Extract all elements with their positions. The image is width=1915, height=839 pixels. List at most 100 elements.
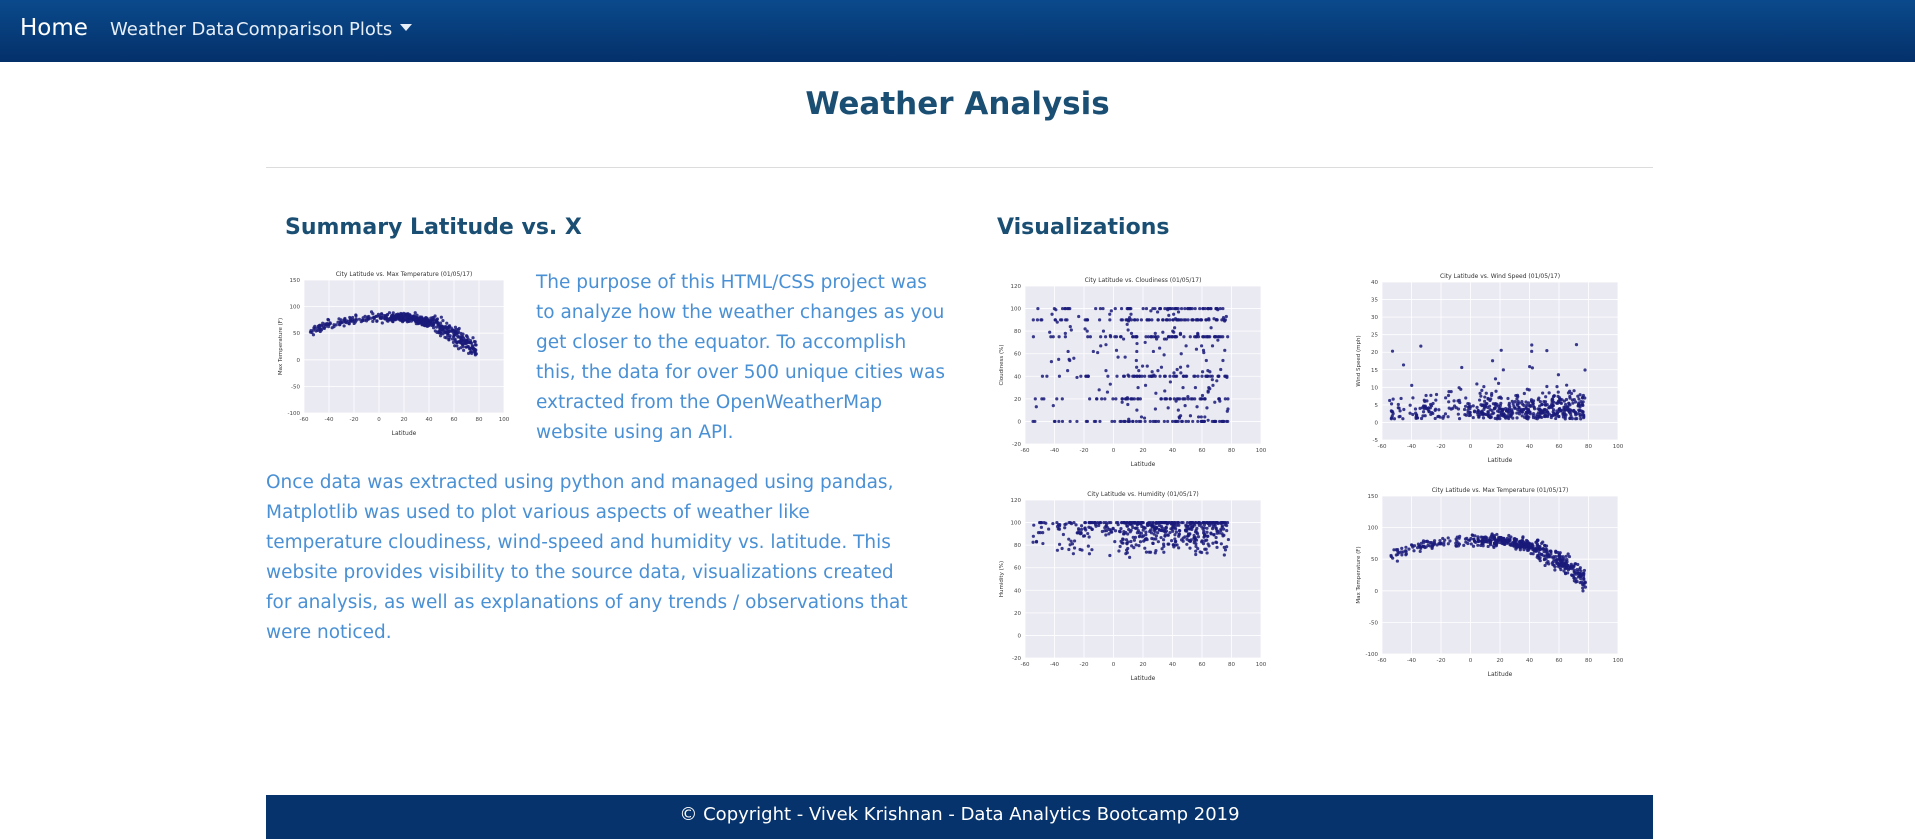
data-point (1199, 419, 1203, 424)
data-point (1056, 527, 1060, 531)
data-point (1447, 406, 1451, 410)
data-point (1109, 520, 1113, 525)
temperature-plot[interactable]: -60 -40 -20 0 20 40 60 80 100 -100 -50 0 50 100 150 Cit… (1352, 482, 1628, 682)
humidity-plot[interactable]: -60 -40 -20 0 20 40 60 80 100 -20 0 20 40 60 80 100 120 C… (995, 486, 1271, 686)
data-point (1482, 407, 1486, 411)
data-point (1495, 532, 1499, 537)
data-point (1543, 554, 1547, 558)
data-point (1566, 571, 1570, 575)
data-point (1159, 535, 1163, 540)
data-point (1121, 337, 1126, 341)
data-point (1578, 567, 1582, 571)
data-point (1404, 550, 1408, 554)
data-point (1203, 520, 1207, 525)
data-point (1063, 331, 1067, 335)
data-point (1072, 356, 1076, 360)
data-point (1117, 549, 1121, 553)
data-point (379, 312, 384, 316)
data-point (1150, 523, 1154, 528)
page-title: Weather Analysis (805, 86, 1110, 122)
data-point (1447, 400, 1451, 404)
data-point (1175, 374, 1179, 378)
data-point (1567, 554, 1572, 559)
data-point (1185, 542, 1189, 546)
data-point (1492, 411, 1496, 415)
cloudiness-plot[interactable]: -60 -40 -20 0 20 40 60 80 100 -20 0 20 40 60 80 100 120 C… (995, 272, 1271, 472)
data-point (1408, 411, 1412, 415)
data-point (1563, 408, 1567, 412)
data-point (1154, 391, 1158, 395)
data-point (1489, 540, 1493, 544)
x-tick-label: 0 (1469, 444, 1473, 450)
nav-dropdown-plots[interactable]: Plots (349, 19, 413, 40)
data-point (1509, 542, 1513, 547)
data-point (1511, 402, 1515, 406)
nav-link-comparison[interactable]: Comparison (236, 19, 344, 40)
data-point (1166, 542, 1170, 546)
data-point (1214, 520, 1218, 525)
data-point (1536, 538, 1540, 542)
data-point (1434, 398, 1438, 402)
data-point (1209, 326, 1213, 330)
data-point (1524, 405, 1528, 409)
data-point (1214, 535, 1218, 540)
data-point (1097, 523, 1101, 528)
data-point (1550, 404, 1554, 408)
data-point (426, 321, 430, 326)
y-tick-label: 30 (1371, 315, 1378, 321)
data-point (1553, 565, 1557, 569)
data-point (1401, 417, 1405, 421)
data-point (431, 318, 435, 322)
home-link[interactable]: Home (20, 15, 88, 41)
data-point (1580, 403, 1584, 407)
data-point (1135, 335, 1139, 339)
data-point (1400, 553, 1404, 557)
y-tick-label: 25 (1371, 333, 1378, 339)
data-point (1437, 414, 1441, 418)
data-point (450, 328, 454, 332)
data-point (416, 319, 421, 324)
x-tick-label: -40 (1050, 448, 1059, 454)
data-point (1153, 331, 1157, 335)
x-tick-label: -60 (1021, 662, 1030, 668)
data-point (1077, 314, 1081, 319)
x-tick-label: 40 (1169, 662, 1176, 668)
x-tick-label: 80 (1585, 444, 1592, 450)
data-point (1181, 539, 1185, 543)
data-point (1457, 417, 1462, 421)
data-point (1184, 318, 1188, 322)
data-point (1500, 407, 1505, 411)
data-point (1163, 397, 1167, 401)
data-point (1068, 419, 1072, 424)
data-point (1423, 399, 1427, 403)
data-point (1173, 317, 1178, 321)
data-point (1126, 328, 1130, 332)
data-point (1128, 306, 1132, 311)
data-point (1190, 306, 1194, 311)
nav-link-weather-data[interactable]: Weather Data (110, 19, 235, 40)
data-point (1184, 374, 1188, 378)
data-point (371, 312, 375, 316)
wind-speed-plot[interactable]: -60 -40 -20 0 20 40 60 80 100 -5 0 5 10 15 20 25 30 35 40 C… (1352, 268, 1628, 468)
data-point (1194, 549, 1198, 553)
data-point (1223, 348, 1227, 352)
data-point (1215, 318, 1219, 322)
data-point (431, 326, 436, 330)
data-point (1051, 335, 1055, 339)
data-point (375, 319, 379, 323)
data-point (443, 335, 447, 339)
summary-heading: Summary Latitude vs. X (285, 215, 582, 240)
data-point (1159, 397, 1163, 401)
data-point (1206, 389, 1210, 393)
data-point (1483, 399, 1487, 403)
y-tick-label: 35 (1371, 298, 1378, 304)
data-point (1203, 547, 1207, 551)
x-tick-label: 100 (1613, 658, 1624, 664)
y-tick-label: 100 (1011, 307, 1022, 313)
data-point (1136, 397, 1140, 401)
data-point (1163, 306, 1167, 311)
data-point (1553, 568, 1557, 572)
data-point (441, 332, 445, 336)
data-point (1181, 397, 1185, 401)
data-point (1181, 385, 1185, 390)
